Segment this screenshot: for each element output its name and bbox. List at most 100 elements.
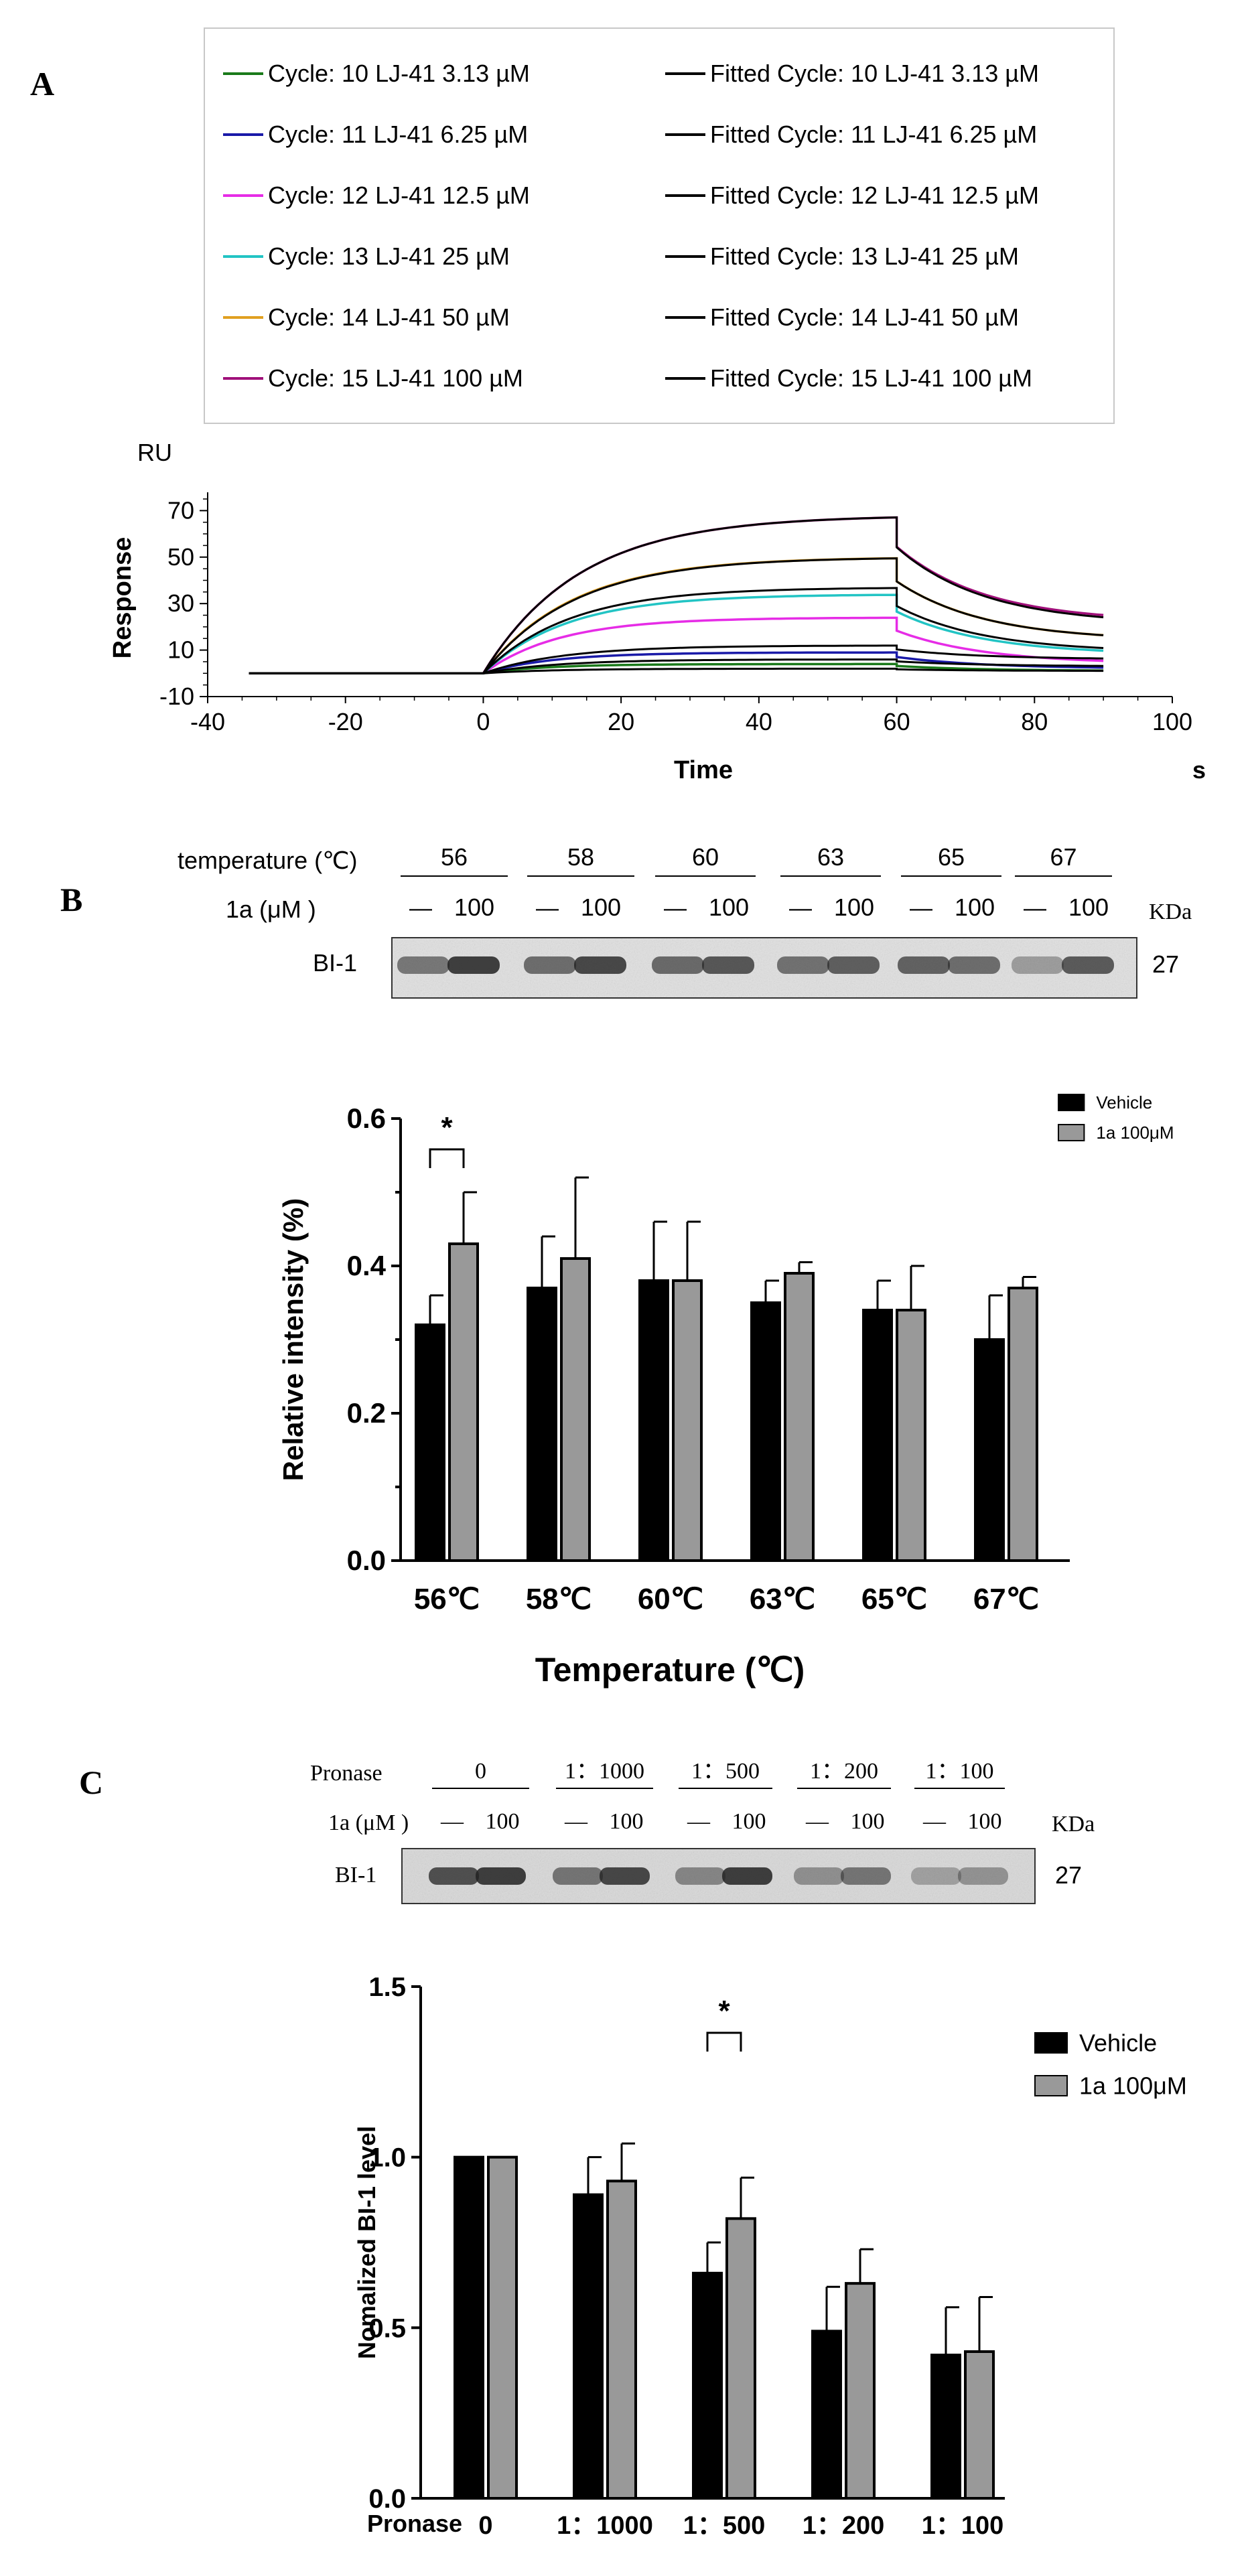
x-tick-label: 40 (746, 708, 772, 735)
bar (560, 1257, 591, 1562)
y-tick-label: 50 (167, 543, 194, 571)
legend-fit-label: Fitted Cycle: 14 LJ-41 50 µM (710, 303, 1019, 331)
conc-label: 100 (581, 893, 621, 921)
blot-c-bands (429, 1867, 1008, 1885)
temp-label: 60 (692, 843, 719, 871)
blot-band (911, 1867, 961, 1885)
ratio-label: 1：500 (691, 1759, 760, 1784)
category-label: 60℃ (638, 1583, 703, 1616)
significance-star: * (441, 1111, 453, 1144)
temp-label: 67 (1050, 843, 1077, 871)
ratio-label: 1：200 (810, 1759, 878, 1784)
vehicle-dash: — (536, 896, 559, 921)
blot-band (1062, 956, 1114, 974)
panel-b-chart: 0.0 0.2 0.4 0.6 Relative intensity (%) 56℃ 58℃… (277, 1092, 1174, 1689)
y-tick-label: 0.5 (368, 2313, 406, 2343)
vehicle-dash-c: — (440, 1809, 464, 1834)
band-label-b: BI-1 (313, 949, 357, 977)
blot-band (476, 1867, 526, 1885)
kda-label-b: KDa (1149, 900, 1192, 924)
temperature-row-label: temperature (℃) (178, 847, 358, 874)
temp-label: 58 (567, 843, 594, 871)
significance-star: * (718, 1995, 730, 2027)
blot-b-frame (391, 937, 1137, 999)
legend-swatch (1034, 2032, 1068, 2054)
vehicle-dash: — (789, 896, 812, 921)
data-series (249, 616, 1104, 675)
blot-band (1012, 956, 1064, 974)
x-tick-label: 100 (1152, 708, 1192, 735)
fitted-series (249, 658, 1104, 674)
bar (930, 2354, 961, 2500)
blot-band (722, 1867, 772, 1885)
temp-label: 65 (938, 843, 965, 871)
blot-c-frame (401, 1848, 1036, 1904)
bar (573, 2193, 604, 2500)
blot-band (827, 956, 880, 974)
panel-c-chart: 0.0 0.5 1.0 1.5 Nomalized BI-1 level 0 1：1000 1… (353, 1973, 1187, 2540)
legend-fit-label: Fitted Cycle: 15 LJ-41 100 µM (710, 364, 1032, 392)
x-axis-title: Time (674, 756, 733, 784)
mw-label-b: 27 (1152, 950, 1179, 978)
y-tick-label: 30 (167, 589, 194, 617)
bar (638, 1279, 669, 1562)
y-axis-title: Response (109, 537, 137, 659)
legend-entries: Cycle: 10 LJ-41 3.13 µM Cycle: 11 LJ-41 6… (223, 60, 1039, 392)
y-tick-label: 1.5 (368, 1973, 406, 2002)
bar (606, 2179, 637, 2500)
thermal-shift-bars: 0.0 0.2 0.4 0.6 Relative intensity (%) 56℃ 58℃… (277, 1092, 1174, 1689)
x-tick-label: 60 (884, 708, 910, 735)
legend-label: Vehicle (1096, 1092, 1152, 1113)
temp-label: 56 (441, 843, 468, 871)
blot-band (898, 956, 950, 974)
sensorgram-plot: -40 -20 0 20 40 60 80 100 -10 10 30 50 70 Time Respons… (109, 492, 1192, 784)
legend-frame (204, 27, 1115, 424)
bar (692, 2271, 723, 2500)
data-series (249, 662, 1104, 675)
category-label: 63℃ (750, 1583, 815, 1616)
panel-c-blot: Pronase 1a (μM ) 0 — 100 1：1000 — 100 1：500 — 10… (310, 1759, 1095, 1904)
bar (896, 1309, 926, 1562)
fitted-series (249, 644, 1104, 674)
bar (845, 2282, 876, 2500)
category-label: 1：200 (803, 2512, 885, 2540)
panel-a-legend: Cycle: 10 LJ-41 3.13 µM Cycle: 11 LJ-41 6… (204, 27, 1115, 424)
legend-label: Cycle: 12 LJ-41 12.5 µM (268, 182, 530, 209)
temp-label: 63 (817, 843, 844, 871)
blot-band (429, 1867, 479, 1885)
conc-label: 100 (1068, 893, 1109, 921)
bar (725, 2217, 756, 2500)
x-tick-label: 20 (608, 708, 634, 735)
blot-band (794, 1867, 844, 1885)
category-label: 0 (478, 2512, 492, 2540)
blot-band (447, 956, 500, 974)
category-label: 65℃ (861, 1583, 927, 1616)
conc-label: 100 (454, 893, 494, 921)
blot-band (600, 1867, 650, 1885)
legend-label: Cycle: 15 LJ-41 100 µM (268, 364, 523, 392)
ru-label: RU (137, 439, 172, 466)
conc-label: 100 (955, 893, 995, 921)
panel-a-chart: RU -40 -20 0 20 40 60 80 100 -10 10 30 50 70 Time Resp… (109, 439, 1206, 784)
fitted-series (249, 667, 1104, 674)
blot-band (777, 956, 829, 974)
conc-row-label-c: 1a (μM ) (328, 1810, 409, 1835)
blot-band (524, 956, 576, 974)
conc-label-c: 100 (851, 1809, 885, 1834)
pronase-row-label: Pronase (310, 1761, 383, 1786)
blot-c-header: 0 — 100 1：1000 — 100 1：500 — 100 1：200 — 100 1：100 — 1… (432, 1759, 1005, 1834)
legend-swatch (1058, 1124, 1085, 1141)
legend-label: Cycle: 11 LJ-41 6.25 µM (268, 121, 528, 148)
fitted-series (249, 587, 1104, 674)
y-tick-label: 70 (167, 496, 194, 524)
legend-label: Vehicle (1079, 2029, 1157, 2057)
x-tick-label: -40 (190, 708, 225, 735)
vehicle-dash-c: — (687, 1809, 711, 1834)
vehicle-dash: — (664, 896, 687, 921)
y-tick-label: 0.0 (347, 1545, 386, 1576)
vehicle-dash: — (910, 896, 932, 921)
panel-label-c: C (79, 1764, 103, 1801)
y-tick-label: 0.6 (347, 1102, 386, 1134)
